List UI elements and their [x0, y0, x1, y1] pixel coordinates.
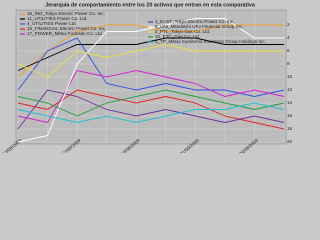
- series-line: [17, 69, 285, 124]
- legend-label: 17_POWER_Mitsui Fudosan Co. Ltd.: [27, 31, 103, 36]
- series-line: [17, 37, 284, 71]
- y-tick-label: 20: [287, 139, 293, 144]
- y-tick-label: 14: [287, 100, 293, 105]
- legend-label: 11_UTILITIES Power Co. Ltd.: [27, 16, 87, 21]
- y-tick-label: 4: [287, 35, 290, 40]
- x-tick-label: 13/08/2009: [2, 138, 23, 153]
- y-tick-label: 6: [287, 48, 290, 53]
- legend-label: 1_EAST_Tokyo Electric Power Co. Inc.: [155, 19, 234, 24]
- chart: Jerarquía de comportamiento entre los 20…: [2, 2, 293, 153]
- legend-label: 16_IND_Tokyo Electric Power Co. Inc.: [27, 11, 105, 16]
- y-tick-label: 10: [287, 74, 293, 79]
- y-tick-label: 16: [287, 113, 293, 118]
- legend-label: 4_UTILITIES Power Ltd.: [27, 21, 77, 26]
- series-line: [17, 18, 284, 143]
- legend-label: 2_PTL_Tokyo Gas Co. Ltd.: [155, 29, 210, 34]
- series-line: [17, 102, 285, 123]
- legend-label: 4_TP_Mitsui Sumitomo Insurance Group Hol…: [155, 39, 266, 44]
- series-line: [17, 44, 284, 78]
- y-tick-label: 12: [287, 87, 293, 92]
- series-line: [17, 89, 285, 130]
- legend-label: 15_FINANCIAL Electric Power Co. Inc.: [27, 26, 106, 31]
- y-tick-label: 18: [287, 126, 293, 131]
- legend-label: 10_ETC_Gas Co. Ltd.: [155, 34, 200, 39]
- y-tick-label: 8: [287, 61, 290, 66]
- y-tick-label: 2: [287, 22, 290, 27]
- chart-title: Jerarquía de comportamiento entre los 20…: [45, 2, 256, 8]
- legend-label: 8_UNI_Mitsubishi UFJ Financial Group Inc…: [155, 24, 243, 29]
